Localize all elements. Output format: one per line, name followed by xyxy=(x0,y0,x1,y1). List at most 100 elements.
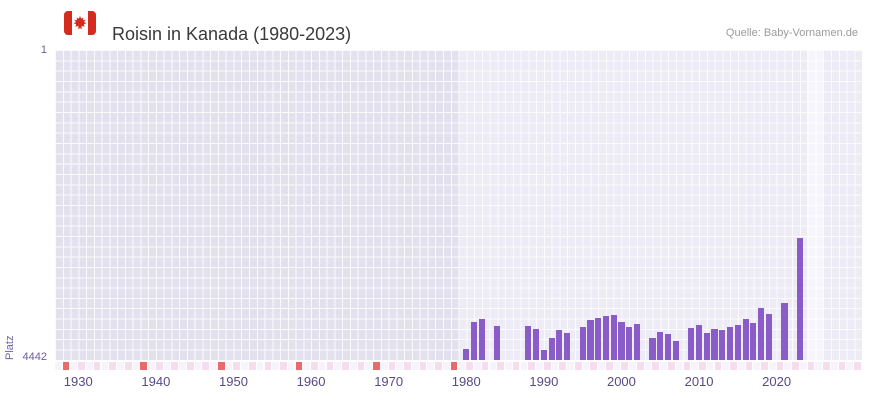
timeline-cell-1944 xyxy=(186,362,194,370)
timeline-cell-2011 xyxy=(706,362,714,370)
bar-1982[interactable] xyxy=(478,319,485,360)
y-tick-bottom: 4442 xyxy=(22,351,47,363)
timeline-cell-2006 xyxy=(668,362,675,370)
timeline-cell-1971 xyxy=(396,362,404,370)
timeline-cell-1968 xyxy=(373,362,380,370)
timeline-cell-1927 xyxy=(55,362,62,370)
timeline-cell-1950 xyxy=(233,362,241,370)
timeline-cell-1987 xyxy=(520,362,528,370)
chart-title: Roisin in Kanada (1980-2023) xyxy=(112,24,352,45)
timeline-cell-1994 xyxy=(574,362,582,370)
bar-2018[interactable] xyxy=(758,308,765,360)
bar-1998[interactable] xyxy=(602,315,610,360)
timeline-cell-2019 xyxy=(768,362,776,370)
timeline-cell-1949 xyxy=(225,362,233,370)
timeline-cell-1931 xyxy=(86,362,93,370)
timeline-cell-1948 xyxy=(217,362,225,370)
bar-1993[interactable] xyxy=(564,332,571,360)
timeline-cell-2008 xyxy=(683,362,691,370)
timeline-cell-1953 xyxy=(256,362,264,370)
bar-2010[interactable] xyxy=(695,324,703,360)
bar-1997[interactable] xyxy=(595,317,602,360)
timeline-cell-1929 xyxy=(70,362,78,370)
timeline-cell-1954 xyxy=(264,362,272,370)
timeline-cell-1979 xyxy=(458,362,466,370)
timeline-cell-1962 xyxy=(326,362,334,370)
bar-1999[interactable] xyxy=(610,314,617,360)
x-tick-1960: 1960 xyxy=(296,374,326,389)
timeline-cell-2028 xyxy=(838,362,846,370)
x-axis-ticks: 1930 1940 1950 1960 1970 1980 1990 2000 2010 2020 xyxy=(55,374,862,392)
bar-2019[interactable] xyxy=(765,313,772,360)
timeline-cell-1981 xyxy=(474,362,481,370)
y-axis-title: Platz xyxy=(4,335,16,360)
bar-1981[interactable] xyxy=(470,322,478,360)
bar-2007[interactable] xyxy=(672,341,679,360)
x-tick-1980: 1980 xyxy=(451,374,481,389)
timeline-cell-2005 xyxy=(660,362,667,370)
bar-2012[interactable] xyxy=(711,329,718,360)
timeline-cell-1986 xyxy=(512,362,520,370)
timeline-cell-2029 xyxy=(846,362,854,370)
bar-2014[interactable] xyxy=(726,327,734,360)
bar-2001[interactable] xyxy=(626,327,633,360)
timeline-cell-1983 xyxy=(489,362,497,370)
timeline-cell-1937 xyxy=(132,362,140,370)
x-tick-2000: 2000 xyxy=(606,374,636,389)
bar-1996[interactable] xyxy=(587,320,594,360)
bar-1990[interactable] xyxy=(540,350,547,360)
bar-1992[interactable] xyxy=(556,329,563,360)
timeline-cell-2002 xyxy=(636,362,644,370)
timeline-cell-1980 xyxy=(466,362,473,370)
bar-2013[interactable] xyxy=(719,329,726,360)
timeline-cell-1973 xyxy=(411,362,419,370)
timeline-cell-1938 xyxy=(140,362,148,370)
timeline-cell-2015 xyxy=(737,362,745,370)
timeline-cell-1998 xyxy=(605,362,613,370)
timeline-cell-1967 xyxy=(365,362,373,370)
timeline-cell-1936 xyxy=(124,362,132,370)
timeline-cell-1951 xyxy=(241,362,248,370)
bar-2017[interactable] xyxy=(750,322,757,360)
timeline-cell-2023 xyxy=(799,362,807,370)
bar-2015[interactable] xyxy=(734,324,741,360)
bar-1984[interactable] xyxy=(494,326,501,360)
timeline-cell-1988 xyxy=(528,362,535,370)
bar-2002[interactable] xyxy=(633,323,641,360)
x-tick-1950: 1950 xyxy=(219,374,248,389)
timeline-cell-1963 xyxy=(334,362,342,370)
bar-2011[interactable] xyxy=(703,332,710,360)
timeline-cell-2030 xyxy=(854,362,861,370)
bar-2000[interactable] xyxy=(618,322,625,360)
timeline-cell-1957 xyxy=(287,362,295,370)
bar-1995[interactable] xyxy=(579,327,586,360)
bar-1988[interactable] xyxy=(525,325,532,360)
bar-1991[interactable] xyxy=(548,337,555,360)
bar-2005[interactable] xyxy=(657,331,664,360)
y-tick-top: 1 xyxy=(40,44,47,56)
timeline-cell-2025 xyxy=(815,362,823,370)
bar-2023[interactable] xyxy=(796,238,804,360)
timeline-cell-1930 xyxy=(78,362,85,370)
timeline-cell-1966 xyxy=(357,362,365,370)
bar-2021[interactable] xyxy=(781,303,788,360)
bar-1980[interactable] xyxy=(463,348,470,360)
timeline-cell-1969 xyxy=(380,362,388,370)
timeline-cell-1947 xyxy=(210,362,217,370)
timeline-cell-1961 xyxy=(318,362,326,370)
bar-2016[interactable] xyxy=(742,318,749,360)
plot-area[interactable] xyxy=(55,50,862,360)
timeline-cell-1946 xyxy=(202,362,210,370)
timeline-cell-2000 xyxy=(621,362,629,370)
timeline-cell-1933 xyxy=(101,362,109,370)
bar-2004[interactable] xyxy=(649,338,656,360)
bars-layer xyxy=(55,50,862,360)
timeline-cell-2007 xyxy=(675,362,683,370)
timeline-cell-1985 xyxy=(505,362,512,370)
timeline-cell-2004 xyxy=(652,362,660,370)
bar-2006[interactable] xyxy=(664,334,672,360)
bar-2009[interactable] xyxy=(688,327,695,360)
timeline-cell-1960 xyxy=(311,362,318,370)
bar-1989[interactable] xyxy=(532,329,540,360)
